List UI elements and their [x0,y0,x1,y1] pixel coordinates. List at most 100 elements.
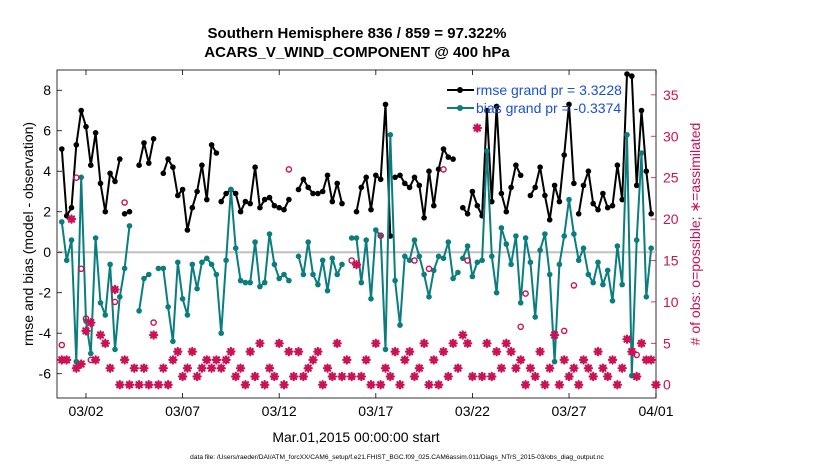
obs-assimilated-marker [76,359,86,369]
rmse-point [416,182,423,189]
bias-point [460,255,466,262]
obs-assimilated-marker [583,363,594,373]
x-tick-label: 03/22 [455,403,490,419]
left-y-tick-label: -6 [39,366,52,382]
rmse-point [271,202,278,209]
obs-assimilated-marker [516,355,526,365]
obs-assimilated-marker [385,371,396,382]
rmse-point [604,204,611,211]
rmse-point [78,107,84,114]
rmse-point [556,198,563,205]
obs-assimilated-marker [139,363,149,373]
rmse-point [508,184,514,191]
bias-point [179,296,186,302]
bias-point [160,265,167,272]
rmse-point [194,188,200,195]
bias-point [551,358,558,365]
bias-point [117,294,123,300]
obs-possible-marker [522,290,529,297]
obs-assimilated-marker [622,334,632,344]
obs-assimilated-marker [607,355,618,365]
obs-assimilated-marker [337,371,347,382]
x-tick-label: 03/27 [552,403,587,419]
chart-title-line2: ACARS_V_WIND_COMPONENT @ 400 hPa [204,44,510,61]
obs-possible-marker [560,327,568,335]
obs-assimilated-marker [501,338,511,349]
rmse-point [160,170,167,177]
rmse-point [561,152,567,158]
rmse-point [537,164,543,170]
bias-point [232,245,239,251]
obs-assimilated-marker [554,380,565,390]
rmse-line-segment [138,138,155,166]
rmse-point [527,192,534,199]
bias-point [324,287,331,294]
bias-point [416,253,423,260]
obs-possible-marker [464,257,471,264]
bias-point [498,225,505,231]
legend-bias-label: bias grand pr = -0.3374 [476,100,621,116]
obs-assimilated-marker [540,380,550,390]
rmse-point [175,192,181,199]
obs-assimilated-marker [598,363,608,373]
rmse-point [474,202,481,209]
x-axis-ticks: 03/02 03/07 03/12 03/17 03/22 03/27 04/01 [68,70,674,419]
obs-possible-marker [121,199,128,206]
obs-assimilated-marker [221,355,231,365]
rmse-point [213,150,220,156]
bias-point [199,259,205,266]
rmse-point [503,208,510,215]
bias-point [141,275,147,282]
obs-assimilated-marker [269,371,280,382]
obs-assimilated-marker [235,363,246,373]
bias-point [440,255,447,262]
obs-assimilated-marker [240,380,251,390]
bias-point [78,174,84,181]
rmse-point [189,204,196,211]
bias-point [334,271,341,278]
rmse-point [208,142,215,148]
rmse-point [513,162,519,168]
left-y-tick-label: 0 [43,244,51,260]
obs-assimilated-marker [472,123,482,133]
bias-point [363,237,370,243]
obs-assimilated-marker [245,346,255,357]
rmse-point [83,123,89,130]
obs-assimilated-marker [206,363,217,373]
rmse-point [460,204,466,211]
bias-point [155,265,162,272]
obs-assimilated-marker [559,355,569,365]
obs-assimilated-marker [530,371,540,382]
obs-assimilated-marker [327,371,338,382]
obs-assimilated-marker [216,363,226,373]
rmse-point [566,101,572,108]
obs-possible-marker [58,341,66,349]
obs-assimilated-marker [631,371,642,382]
bias-point [271,261,278,268]
bias-point [575,257,582,264]
obs-assimilated-marker [482,338,492,349]
bias-point [92,235,99,241]
obs-assimilated-marker [617,363,627,373]
rmse-point [295,186,302,193]
rmse-point [643,168,650,174]
rmse-point [73,142,80,148]
rmse-point [117,156,123,162]
obs-assimilated-marker [641,355,652,365]
rmse-point [580,182,587,189]
left-y-axis-label: rmse and bias (model - observation) [20,122,36,346]
bias-point [406,257,413,264]
obs-assimilated-marker [612,380,623,390]
bias-point [469,273,476,280]
rmse-point [92,130,99,136]
rmse-point [493,103,500,110]
bias-point [479,257,485,264]
bias-line-segment [461,133,653,377]
rmse-point [609,202,616,209]
obs-assimilated-marker [545,363,555,373]
obs-possible-marker [285,166,293,173]
bias-point [257,283,263,290]
bias-point [392,277,398,284]
obs-assimilated-marker [211,355,222,365]
rmse-point [638,107,645,114]
